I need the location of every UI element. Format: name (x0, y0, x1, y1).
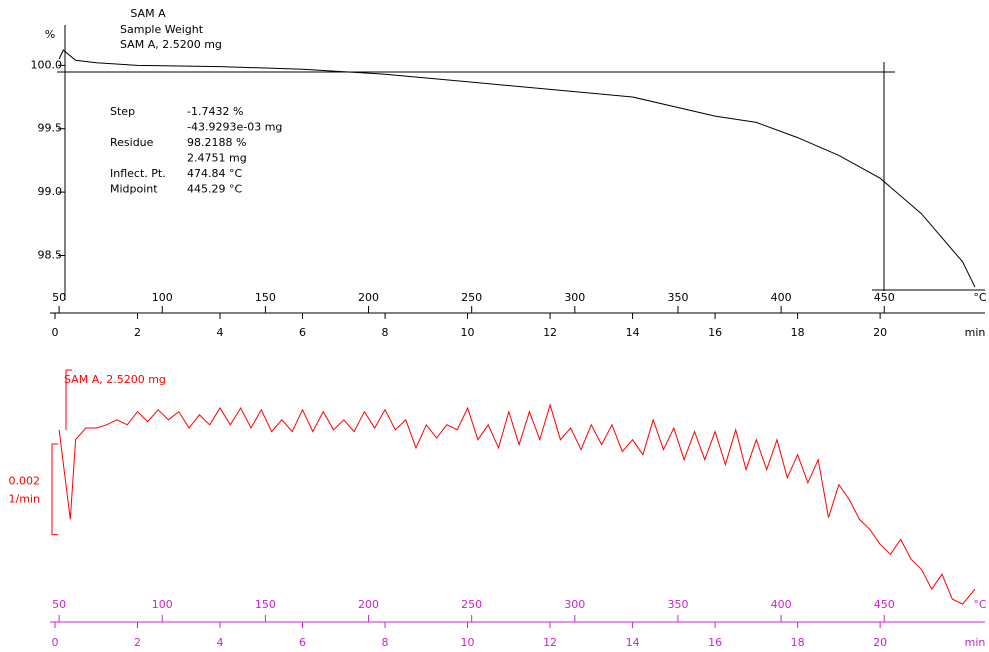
annotation-value: 474.84 °C (187, 167, 242, 180)
x2-tick-label: 150 (255, 598, 276, 611)
x-tick-label: 16 (708, 636, 722, 649)
x-tick-label: 0 (52, 326, 59, 339)
x2-tick-label: 350 (667, 598, 688, 611)
y-axis-label: % (45, 28, 55, 41)
x2-tick-label: 250 (461, 291, 482, 304)
x2-axis-unit: °C (973, 598, 987, 611)
x-tick-label: 16 (708, 326, 722, 339)
scale-bar (51, 443, 58, 536)
x-tick-label: 10 (461, 326, 475, 339)
y-tick-label: 98.5 (38, 249, 63, 262)
x-tick-label: 20 (873, 326, 887, 339)
x2-tick-label: 400 (771, 291, 792, 304)
header-text: SAM A, 2.5200 mg (120, 38, 222, 51)
x2-tick-label: 450 (874, 598, 895, 611)
x2-tick-label: 50 (52, 598, 66, 611)
x-tick-label: 2 (134, 326, 141, 339)
x-tick-label: 6 (299, 636, 306, 649)
x2-tick-label: 200 (358, 291, 379, 304)
scale-bar-value: 0.002 (9, 474, 41, 487)
x2-tick-label: 300 (564, 598, 585, 611)
x2-axis-unit: °C (973, 291, 987, 304)
x2-tick-label: 300 (564, 291, 585, 304)
x-tick-label: 6 (299, 326, 306, 339)
header-text: Sample Weight (120, 23, 204, 36)
x2-tick-label: 50 (52, 291, 66, 304)
x2-tick-label: 250 (461, 598, 482, 611)
x-tick-label: 14 (626, 326, 640, 339)
x-axis-unit: min (965, 326, 986, 339)
x-tick-label: 4 (217, 636, 224, 649)
x2-tick-label: 400 (771, 598, 792, 611)
x2-tick-label: 350 (667, 291, 688, 304)
scale-bar-unit: 1/min (9, 492, 40, 505)
annotation-value: 445.29 °C (187, 183, 242, 196)
x-tick-label: 10 (461, 636, 475, 649)
x-tick-label: 12 (543, 636, 557, 649)
x-axis-unit: min (965, 636, 986, 649)
annotation-label: Midpoint (110, 183, 158, 196)
annotation-label: Step (110, 105, 135, 118)
y-tick-label: 99.5 (38, 122, 63, 135)
x2-tick-label: 150 (255, 291, 276, 304)
x-tick-label: 0 (52, 636, 59, 649)
annotation-value: 98.2188 % (187, 136, 246, 149)
y-tick-label: 100.0 (31, 58, 63, 71)
y-tick-label: 99.0 (38, 185, 63, 198)
x-tick-label: 4 (217, 326, 224, 339)
annotation-value: -43.9293e-03 mg (187, 121, 282, 134)
data-line (58, 403, 976, 605)
x-tick-label: 12 (543, 326, 557, 339)
annotation-value: 2.4751 mg (187, 152, 247, 165)
x-tick-label: 18 (791, 636, 805, 649)
x-tick-label: 20 (873, 636, 887, 649)
header-text: SAM A (130, 7, 166, 20)
data-line (58, 49, 976, 288)
x-tick-label: 8 (382, 636, 389, 649)
annotation-label: Inflect. Pt. (110, 167, 166, 180)
x2-tick-label: 100 (152, 291, 173, 304)
x-tick-label: 18 (791, 326, 805, 339)
annotation-label: Residue (110, 136, 154, 149)
x-tick-label: 2 (134, 636, 141, 649)
x2-tick-label: 200 (358, 598, 379, 611)
curve-label: SAM A, 2.5200 mg (64, 373, 166, 386)
annotation-value: -1.7432 % (187, 105, 243, 118)
x-tick-label: 8 (382, 326, 389, 339)
x2-tick-label: 100 (152, 598, 173, 611)
x2-tick-label: 450 (874, 291, 895, 304)
x-tick-label: 14 (626, 636, 640, 649)
